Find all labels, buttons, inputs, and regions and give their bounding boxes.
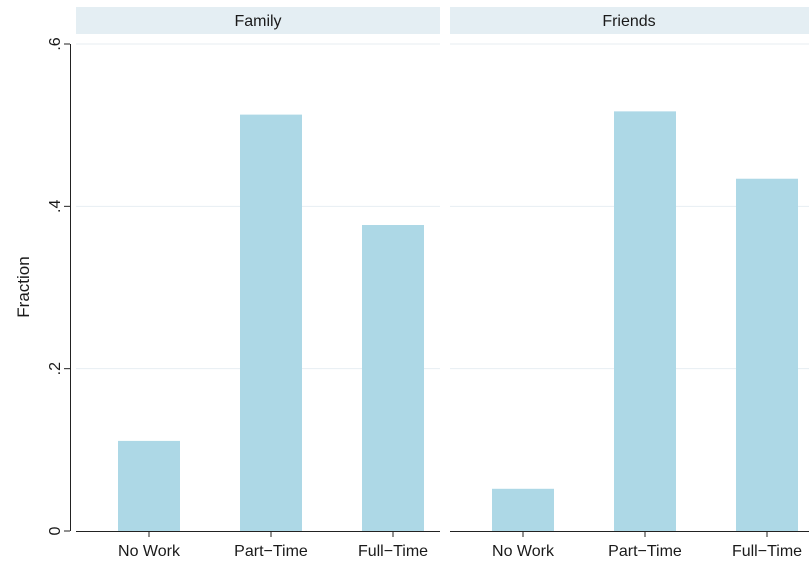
x-tick-label-family-0: No Work <box>118 543 181 560</box>
panel-header-family <box>76 7 440 34</box>
y-axis-label: Fraction <box>14 256 33 317</box>
panel-friends: Friends No Work Part−Time Full−Time <box>450 7 809 560</box>
panel-family: Family No Work Part−Time Full−Time <box>76 7 440 560</box>
y-tick-label-1: .2 <box>47 362 64 375</box>
plot-area-friends: No Work Part−Time Full−Time <box>450 43 809 560</box>
plot-area-family: No Work Part−Time Full−Time <box>76 43 440 560</box>
panel-title-friends: Friends <box>602 13 655 30</box>
bar-family-1 <box>240 114 302 532</box>
panel-title-family: Family <box>234 13 281 30</box>
bar-family-2 <box>362 225 424 532</box>
x-tick-label-friends-0: No Work <box>492 543 555 560</box>
bar-friends-2 <box>736 178 798 531</box>
bar-friends-1 <box>614 111 676 531</box>
y-tick-label-0: 0 <box>47 526 64 535</box>
x-tick-label-family-1: Part−Time <box>234 543 308 560</box>
bar-family-0 <box>118 440 180 531</box>
y-tick-label-2: .4 <box>47 200 64 213</box>
x-tick-label-family-2: Full−Time <box>358 543 428 560</box>
y-tick-label-3: .6 <box>47 37 64 50</box>
bar-friends-0 <box>492 488 554 531</box>
panel-header-friends <box>450 7 809 34</box>
x-tick-label-friends-2: Full−Time <box>732 543 802 560</box>
y-axis: 0 .2 .4 .6 <box>47 37 71 535</box>
x-tick-label-friends-1: Part−Time <box>608 543 682 560</box>
